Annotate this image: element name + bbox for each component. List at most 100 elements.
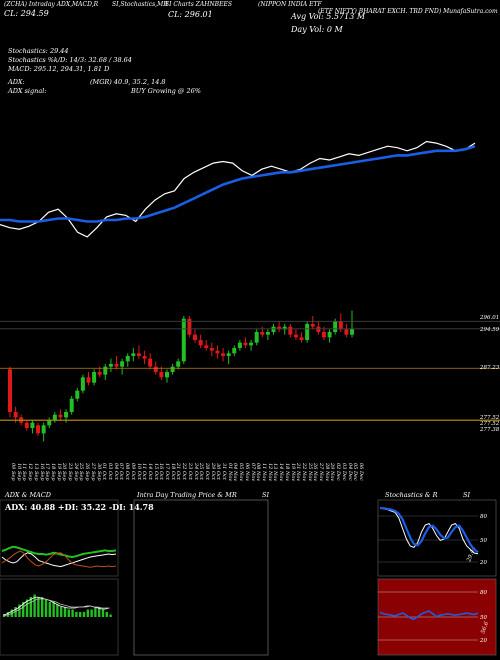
rsi-value-label: 56.6 — [480, 621, 490, 635]
candle-body — [136, 353, 141, 356]
close-label: CL: 294.59 — [4, 9, 49, 18]
candle-body — [249, 342, 254, 346]
adx-panel-title: ADX & MACD — [5, 491, 51, 499]
candle-body — [260, 332, 265, 335]
stoch-tick: 80 — [480, 514, 487, 520]
candle-body — [41, 425, 46, 434]
adx-panel-subtitle: ADX: 40.88 +DI: 35.22 -DI: 14.78 — [5, 502, 154, 512]
macd-bar — [56, 604, 59, 617]
candle-body — [338, 321, 343, 330]
candle-body — [187, 318, 192, 335]
macd-bar — [18, 604, 21, 617]
candle-body — [204, 345, 209, 348]
stoch-tick: 20 — [479, 560, 487, 566]
candle-body — [282, 326, 287, 330]
macd-bar — [33, 594, 36, 617]
candle-body — [265, 332, 270, 335]
macd-bar — [94, 607, 97, 617]
stoch-panel-suffix: SI — [463, 491, 471, 499]
day-volume: Day Vol: 0 M — [291, 25, 343, 34]
close-label-2: CL: 296.01 — [168, 10, 213, 19]
candle-body — [30, 422, 35, 428]
candle-body — [209, 348, 214, 351]
date-label: 03 Dec — [340, 463, 347, 481]
stoch-value-label: 29.44 — [466, 545, 478, 563]
candle-body — [148, 358, 153, 367]
price-label: 277.52 — [480, 414, 500, 421]
candle-body — [316, 326, 321, 332]
price-levels — [0, 320, 500, 421]
candle-body — [164, 372, 169, 378]
price-label: 287.23 — [480, 365, 500, 372]
macd-bar — [82, 612, 86, 617]
price-label: 294.59 — [480, 326, 500, 333]
price-overview-chart — [0, 140, 476, 238]
candle-body — [221, 353, 226, 356]
candle-body — [305, 324, 310, 340]
candle-body — [120, 361, 125, 367]
candle-body — [193, 334, 198, 340]
candle-body — [13, 412, 18, 418]
candle-body — [170, 366, 175, 372]
candle-body — [237, 342, 242, 348]
macd-bar — [41, 597, 44, 617]
candle-body — [92, 372, 97, 383]
candle-body — [321, 332, 326, 338]
macd-bar — [37, 597, 40, 617]
candle-body — [333, 321, 338, 332]
date-label: 13 Sep — [32, 463, 39, 481]
date-label: 14 Oct — [146, 463, 153, 480]
price-line — [0, 140, 476, 238]
candle-body — [350, 328, 354, 335]
candle-body — [271, 326, 276, 332]
macd-bar — [52, 602, 55, 617]
candle-body — [288, 326, 293, 335]
macd-signal-line — [2, 598, 110, 617]
rsi-line — [379, 610, 479, 621]
macd-bar — [48, 602, 51, 617]
adx-line — [1, 545, 117, 559]
macd-bar — [14, 607, 17, 617]
candle-body — [243, 342, 248, 346]
date-label: 27 Sep — [89, 463, 96, 481]
stochastics-label: Stochastics: 29.44 — [8, 47, 69, 55]
-DI-line — [1, 550, 117, 568]
stoch-tick: 50 — [480, 538, 487, 544]
candle-body — [86, 377, 91, 383]
candle-body — [198, 340, 203, 346]
adx-label: ADX: — [8, 78, 25, 86]
intraday-panel — [133, 499, 269, 656]
macd-bar — [79, 612, 82, 617]
date-label: 06 Dec — [358, 463, 364, 481]
ema-line — [0, 144, 476, 223]
macd-bar — [22, 602, 25, 617]
stoch-panel-title: Stochastics & R — [385, 491, 438, 499]
macd-bar — [101, 609, 105, 617]
rsi-tick: 80 — [480, 590, 487, 596]
date-label: 18 Nov — [283, 463, 290, 482]
macd-bar — [90, 609, 93, 617]
candle-body — [52, 414, 57, 420]
candle-body — [181, 318, 186, 362]
candle-body — [8, 369, 12, 412]
header-seg2: SI,Stochastics,MR — [112, 1, 168, 8]
rsi-tick: 50 — [480, 615, 487, 621]
candle-body — [24, 422, 29, 428]
macd-bar — [25, 599, 29, 617]
candle-body — [159, 372, 164, 378]
candle-body — [69, 398, 74, 412]
buy-signal: BUY Growing @ 26% — [131, 87, 201, 95]
candle-body — [344, 329, 349, 335]
candle-body — [131, 353, 136, 356]
header-seg3: SI Charts ZAHNBEES — [165, 1, 232, 8]
macd-bar — [105, 612, 108, 617]
candle-body — [125, 356, 130, 362]
candle-body — [153, 366, 158, 372]
date-label: 23 Oct — [186, 463, 193, 480]
price-label: 296.01 — [480, 315, 500, 322]
intraday-panel-title: Intra Day Trading Price & MR — [137, 491, 237, 499]
candle-body — [254, 332, 259, 343]
candle-body — [114, 364, 119, 367]
